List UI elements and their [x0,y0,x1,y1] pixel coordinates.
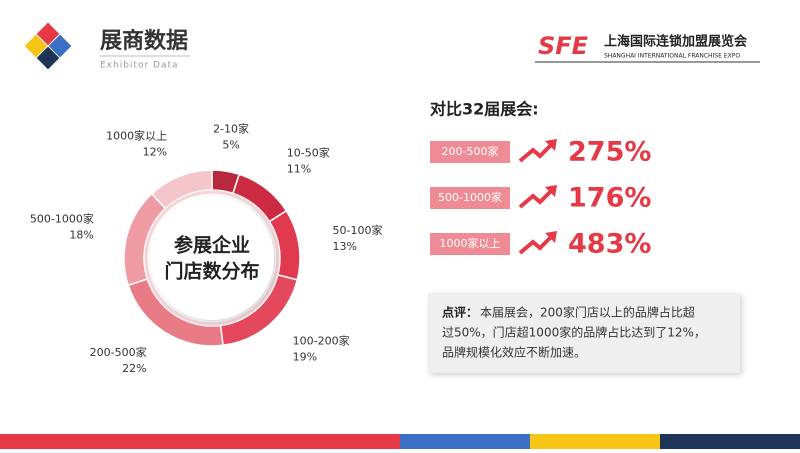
donut-center [150,196,274,320]
organizer-en: SHANGHAI INTERNATIONAL FRANCHISE EXPO [604,53,740,60]
slice-value: 19% [293,351,317,364]
trend-arrow [518,142,554,163]
logo: SFE [538,32,589,60]
page-title: 展商数据 [100,28,188,54]
trend-arrowhead [545,139,557,151]
trend-arrow [518,188,554,209]
donut-title: 门店数分布 [164,260,259,283]
slice-value: 12% [143,146,167,159]
comparison-tag [430,141,510,163]
comparison-label: 200-500家 [442,144,499,158]
page-subtitle: Exhibitor Data [100,61,179,71]
note-line: 过50%，门店超1000家的品牌占比达到了12%， [442,325,706,340]
donut-slice [268,209,301,281]
slice-value: 5% [222,139,239,152]
comparison-list: 200-500家 275% 500-1000家 176% 1000家以上 483% [430,137,651,260]
slice-label: 50-100家 [332,223,382,237]
slice-label: 100-200家 [293,334,350,348]
comparison-value: 275% [568,137,651,168]
slice-label: 1000家以上 [106,129,167,143]
donut-chart: 2-10家 5% 10-50家 11% 50-100家 13% 100-200家 19% 200… [30,122,383,376]
donut-slice [150,169,213,210]
slice-value: 11% [287,163,311,176]
note-lead: 点评： [442,305,478,320]
trend-arrowhead [545,231,557,243]
slice-value: 13% [332,240,356,253]
footer-bar [0,434,800,449]
brand-diamond [24,22,72,70]
note-line: 品牌规模化效应不断加速。 [442,345,586,360]
trend-arrow [518,234,554,255]
comparison-label: 500-1000家 [438,190,502,204]
comparison-tag [430,187,510,209]
donut-title: 参展企业 [174,234,250,257]
note-box [428,293,740,373]
comparison-value: 483% [568,229,651,260]
comparison-label: 1000家以上 [440,236,501,250]
donut-inner-ring [144,190,280,326]
organizer: 上海国际连锁加盟展览会 [604,34,748,50]
slice-label: 500-1000家 [30,212,94,226]
comparison-tag [430,233,510,255]
slice-value: 22% [122,362,146,375]
slice-value: 18% [69,229,93,242]
trend-arrowhead [545,185,557,197]
note-line: 本届展会，200家门店以上的品牌占比超 [480,305,695,320]
slice-label: 2-10家 [213,122,249,136]
slice-label: 10-50家 [287,146,330,160]
comparison-heading: 对比32届展会: [430,100,539,119]
comparison-value: 176% [568,183,651,214]
slice-label: 200-500家 [90,345,147,359]
